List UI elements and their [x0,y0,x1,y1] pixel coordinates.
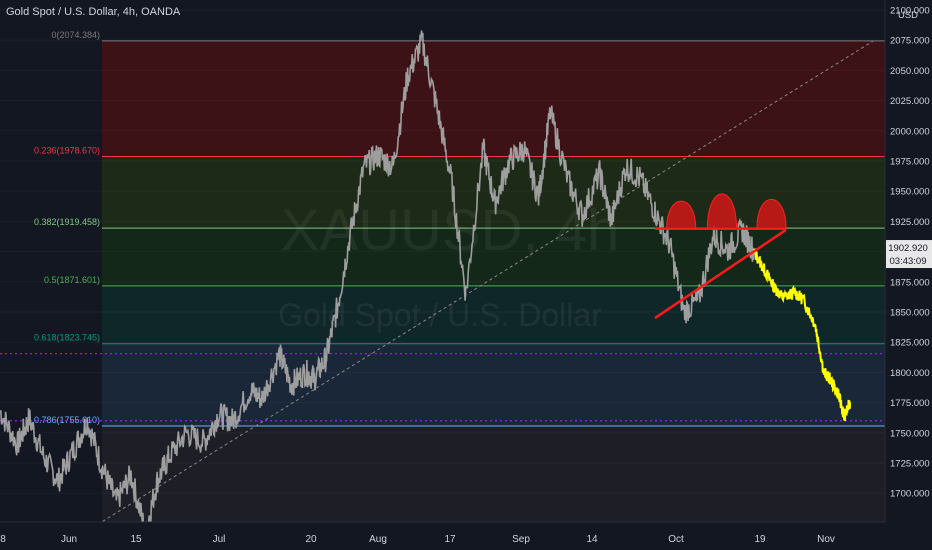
fib-band [102,426,885,531]
price-tick-label: 2075.000 [890,36,930,47]
price-tick-label: 2000.000 [890,126,930,137]
watermark-symbol: XAUUSD, 4h [281,198,619,263]
time-tick-label: 14 [586,534,598,545]
head-shape [706,193,738,230]
fib-trend-line [87,40,874,532]
projection-series [753,248,852,422]
price-tick-label: 1850.000 [890,307,930,318]
time-tick-label: Nov [817,534,835,545]
fib-label: 0.5(1871.601) [44,275,100,285]
time-tick-label: 17 [444,534,456,545]
price-tick-label: 2025.000 [890,96,930,107]
current-price-box [886,240,932,269]
time-tick-label: Jul [213,534,226,545]
fib-band [102,228,885,286]
fib-label: 0.236(1978.670) [34,146,100,156]
time-tick-label: 20 [305,534,317,545]
price-tick-label: 1775.000 [890,398,930,409]
price-tick-label: 2100.000 [890,5,930,16]
time-tick-label: Oct [668,534,684,545]
price-tick-label: 1725.000 [890,459,930,470]
price-tick-label: 1975.000 [890,156,930,167]
price-tick-label: 1950.000 [890,187,930,198]
fib-label: 0.618(1823.745) [34,333,100,343]
price-tick-label: 1925.000 [890,217,930,228]
price-series [0,30,755,539]
price-tick-label: 1875.000 [890,277,930,288]
fib-label: 0.382(1919.458) [34,217,100,227]
fib-label: 0.786(1755.610) [34,415,100,425]
chart-title: Gold Spot / U.S. Dollar, 4h, OANDA [6,6,181,18]
time-tick-label: 19 [754,534,766,545]
price-tick-label: 2050.000 [890,66,930,77]
price-axis-bg [885,0,932,550]
price-tick-label: 1800.000 [890,368,930,379]
time-tick-label: Jun [61,534,77,545]
projection-line [753,248,852,422]
head-shape [666,200,697,230]
price-axis: 1700.000 1725.000 1750.000 1775.000 1800.000… [884,0,932,550]
time-tick-label: Sep [512,534,530,545]
price-axis-unit: USD [898,10,918,21]
fib-trend-line-path [87,40,874,532]
fib-label: 0(2074.384) [51,30,100,40]
fib-band [102,40,885,157]
price-tick-label: 1700.000 [890,489,930,500]
time-tick-label: 15 [130,534,142,545]
pattern-drawing [654,193,787,320]
time-tick-label: 8 [0,534,6,545]
fib-band [102,285,885,344]
countdown-value: 03:43:09 [890,256,927,267]
time-axis-bg [0,522,885,550]
price-tick-label: 1750.000 [890,428,930,439]
head-shape [756,199,787,230]
time-tick-label: Aug [369,534,387,545]
watermark-name: Gold Spot / U.S. Dollar [278,297,602,333]
price-tick-label: 1825.000 [890,338,930,349]
current-price-value: 1902.920 [888,243,928,254]
triangle-lower [654,228,787,320]
price-line [0,30,755,539]
time-axis: 8 Jun 15 Jul 20 Aug 17 Sep 14 Oct 19 Nov [0,521,885,550]
